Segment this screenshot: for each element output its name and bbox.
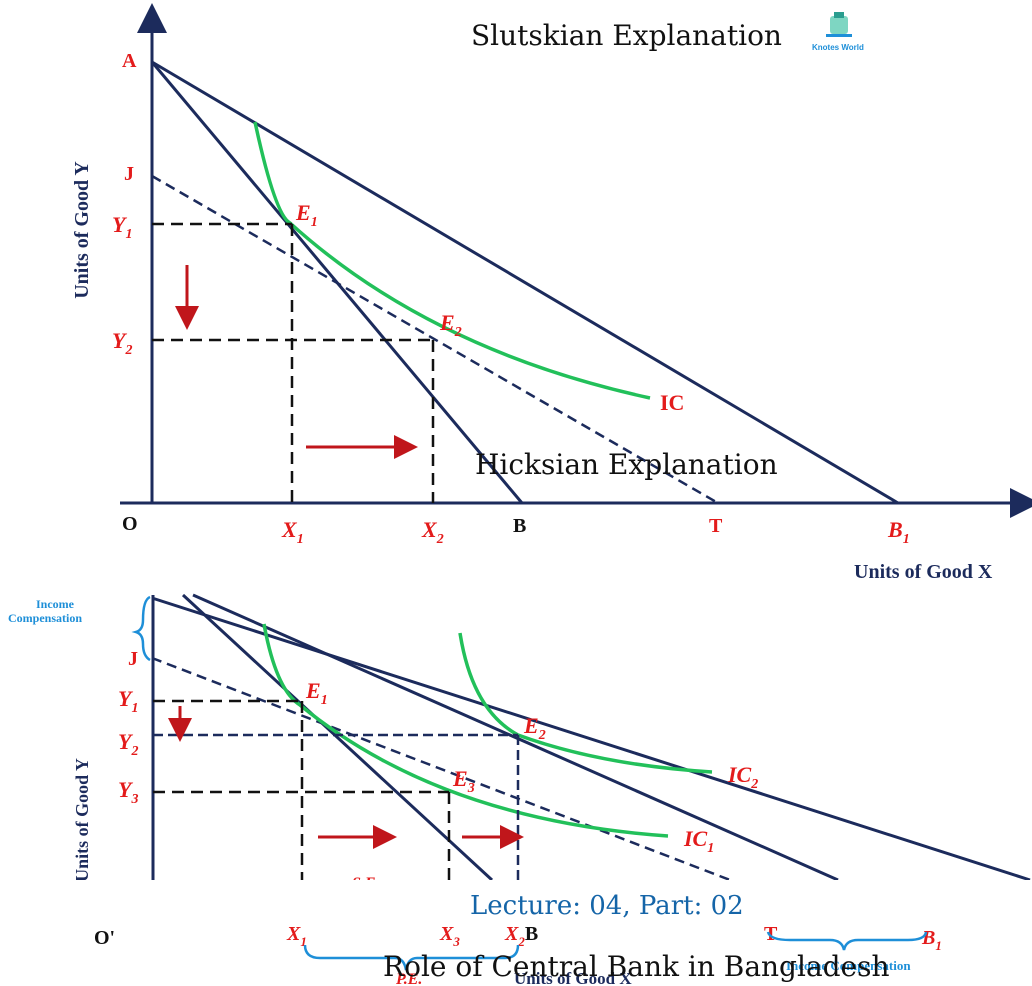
bottom-origin: O' [94, 927, 115, 949]
top-y-axis-label: Units of Good Y [71, 161, 93, 299]
income-comp-left-1: Income [36, 597, 75, 611]
label-X1: X1 [281, 517, 304, 547]
top-x-axis-label: Units of Good X [854, 561, 993, 583]
bottom-label-E1: E1 [305, 678, 328, 708]
label-X2: X2 [421, 517, 444, 547]
logo: Knotes World [812, 12, 864, 52]
lecture-caption: Lecture: 04, Part: 02 [470, 891, 744, 921]
budget-line-AB1 [152, 62, 898, 503]
indifference-curve-IC2 [460, 633, 712, 772]
bottom-label-Y1: Y1 [118, 686, 138, 716]
bottom-y-axis-label: Units of Good Y [72, 758, 92, 882]
bottom-label-Y2: Y2 [118, 729, 138, 759]
point-A: A [122, 50, 137, 72]
slutskian-title: Slutskian Explanation [471, 19, 782, 52]
bottom-diagram: Income Compensation J Units of Good Y Y1… [8, 595, 1030, 892]
bottom-label-IC1: IC1 [683, 826, 714, 856]
bottom-budget-shifted [152, 598, 1030, 880]
logo-text: Knotes World [812, 43, 864, 52]
label-IC: IC [660, 390, 684, 415]
income-brace-left [136, 597, 150, 660]
label-B1: B1 [887, 517, 910, 547]
bottom-label-T: T [764, 923, 778, 945]
bottom-label-J: J [128, 648, 138, 670]
label-Y1: Y1 [112, 212, 132, 242]
bottom-budget-outer [193, 595, 838, 880]
bottom-label-Y3: Y3 [118, 777, 138, 807]
hicksian-title: Hicksian Explanation [475, 448, 778, 481]
point-J: J [124, 163, 134, 185]
label-T: T [709, 515, 723, 537]
label-B: B [513, 515, 526, 537]
topic-caption: Role of Central Bank in Bangladesh [383, 950, 890, 983]
income-comp-left-2: Compensation [8, 611, 82, 625]
label-E1: E1 [295, 200, 318, 230]
label-E2: E2 [439, 310, 462, 340]
top-diagram: Slutskian Explanation Knotes World Units… [71, 12, 1025, 583]
label-Y2: Y2 [112, 328, 132, 358]
indifference-curve-IC [255, 122, 650, 398]
origin-O: O [122, 513, 138, 535]
